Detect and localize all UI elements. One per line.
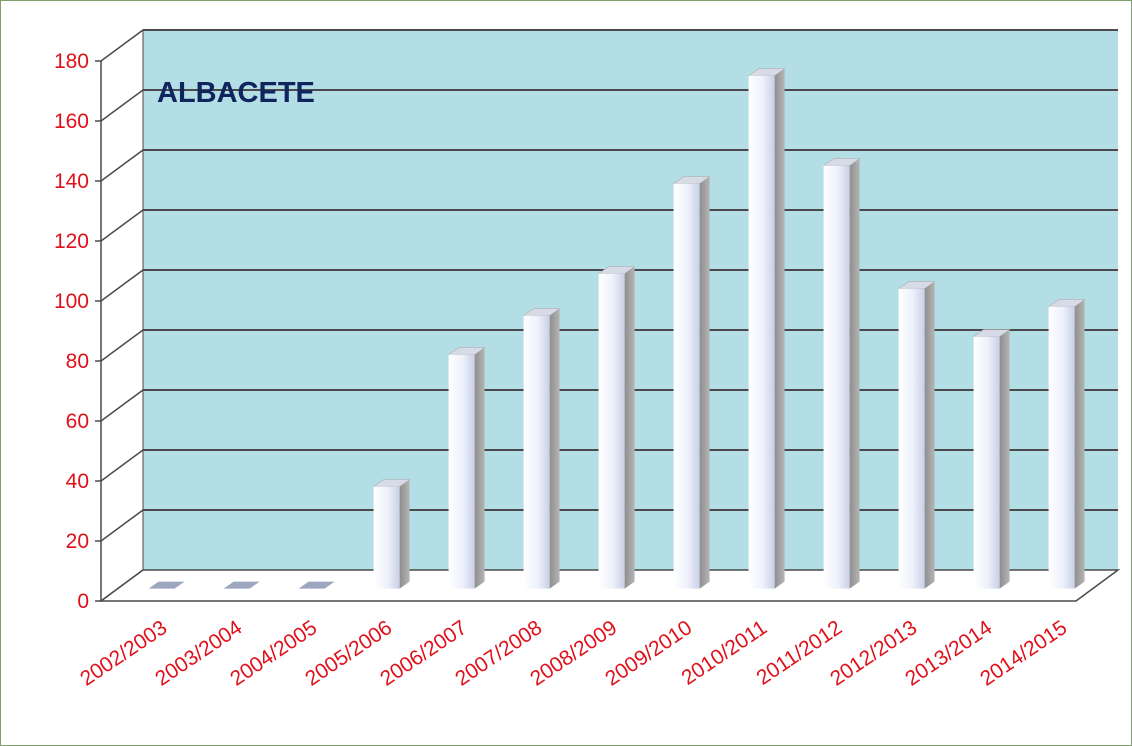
gridline-side [100, 149, 144, 182]
y-tick-label: 80 [66, 350, 89, 373]
bar-face [448, 354, 475, 589]
gridline-side [100, 269, 144, 302]
bar-face [898, 288, 925, 589]
bar-side [849, 158, 860, 589]
bar-face [598, 273, 625, 589]
y-tick-label: 60 [66, 410, 89, 433]
bar [522, 308, 561, 589]
gridline-side [100, 89, 144, 122]
y-tick-label: 0 [77, 590, 89, 613]
bar-face [673, 183, 700, 589]
y-tick-label: 120 [54, 230, 89, 253]
chart-title: ALBACETE [157, 77, 315, 109]
bar [223, 581, 260, 589]
y-tick-label: 160 [54, 110, 89, 133]
y-tick-label: 180 [54, 50, 89, 73]
bar [1047, 299, 1086, 589]
bar-side [399, 479, 410, 589]
bar-side [1074, 299, 1085, 589]
gridline-side [100, 329, 144, 362]
bar [597, 266, 636, 589]
bar-face [523, 315, 550, 589]
bar [447, 347, 486, 589]
bar-side [699, 176, 710, 589]
gridline-side [100, 509, 144, 542]
bar-zero [298, 581, 335, 589]
bar [822, 158, 861, 589]
bar [972, 329, 1011, 589]
bar-side [924, 281, 935, 589]
bar-face [973, 336, 1000, 589]
bar [372, 479, 411, 589]
bar [897, 281, 936, 589]
bar-zero [148, 581, 185, 589]
y-tick-label: 100 [54, 290, 89, 313]
bar [672, 176, 711, 589]
bar-face [748, 75, 775, 589]
y-tick-label: 140 [54, 170, 89, 193]
bar-face [1048, 306, 1075, 589]
bar-side [999, 329, 1010, 589]
bar [747, 68, 786, 589]
y-tick-label: 40 [66, 470, 89, 493]
gridline-side [100, 389, 144, 422]
y-tick-label: 20 [66, 530, 89, 553]
gridline-side [100, 449, 144, 482]
bar-side [474, 347, 485, 589]
gridline-side [100, 209, 144, 242]
bar [298, 581, 335, 589]
bar-face [823, 165, 850, 589]
bar-side [774, 68, 785, 589]
bar-side [549, 308, 560, 589]
gridline-side [100, 29, 144, 62]
bar [148, 581, 185, 589]
bar-side [624, 266, 635, 589]
bar-zero [223, 581, 260, 589]
bar-face [373, 486, 400, 589]
